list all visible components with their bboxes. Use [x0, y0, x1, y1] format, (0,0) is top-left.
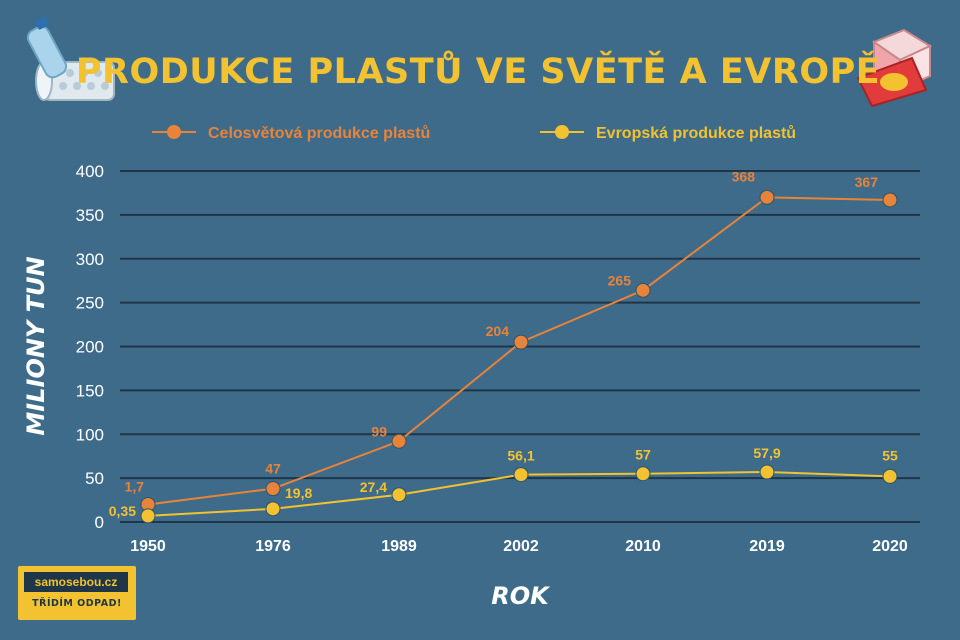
- data-label: 19,8: [285, 485, 312, 501]
- data-label: 57,9: [753, 445, 780, 461]
- data-label: 57: [635, 447, 651, 463]
- x-ticks: 1950 1976 1989 2002 2010 2019 2020: [130, 538, 908, 555]
- data-label: 55: [882, 447, 898, 463]
- samosebou-logo[interactable]: samosebou.cz TŘÍDÍM ODPAD!: [18, 566, 136, 620]
- x-tick-label: 1976: [255, 538, 291, 555]
- y-tick-label: 350: [76, 206, 104, 225]
- legend: Celosvětová produkce plastů Evropská pro…: [152, 125, 796, 142]
- data-point: [759, 189, 775, 205]
- legend-label-europe: Evropská produkce plastů: [596, 125, 796, 142]
- y-tick-label: 150: [76, 381, 104, 400]
- legend-marker-europe: [555, 125, 569, 139]
- data-label: 265: [608, 272, 632, 288]
- data-point: [265, 501, 281, 517]
- x-tick-label: 2010: [625, 538, 661, 555]
- data-label: 99: [371, 423, 387, 439]
- data-point: [882, 192, 898, 208]
- data-point: [759, 464, 775, 480]
- x-axis-label: ROK: [491, 582, 551, 610]
- y-tick-label: 250: [76, 294, 104, 313]
- y-tick-label: 50: [85, 469, 104, 488]
- data-point: [635, 466, 651, 482]
- data-label: 0,35: [109, 503, 136, 519]
- data-point: [882, 468, 898, 484]
- series-europe: 0,35 19,8 27,4 56,1 57 57,9 55: [109, 445, 898, 524]
- plastic-packaging-icon: [856, 28, 933, 108]
- plastic-bottle-bubble-wrap-icon: [26, 16, 115, 101]
- series: 1,7 47 99 204 265 368 367 0,35 19,8 27,4 56,1 57 57,…: [109, 168, 898, 524]
- y-tick-label: 400: [76, 162, 104, 181]
- data-point: [140, 508, 156, 524]
- series-global: 1,7 47 99 204 265 368 367: [125, 168, 898, 512]
- data-label: 1,7: [125, 478, 145, 494]
- data-point: [513, 334, 529, 350]
- data-point: [635, 282, 651, 298]
- data-label: 56,1: [507, 448, 534, 464]
- data-label: 47: [265, 461, 281, 477]
- chart-title: PRODUKCE PLASTŮ VE SVĚTĚ A EVROPĚ: [76, 50, 880, 92]
- legend-marker-global: [167, 125, 181, 139]
- data-label: 204: [486, 323, 510, 339]
- legend-label-global: Celosvětová produkce plastů: [208, 125, 430, 142]
- data-label: 368: [732, 168, 756, 184]
- data-label: 367: [855, 174, 879, 190]
- y-axis-label: MILIONY TUN: [22, 256, 50, 435]
- data-point: [391, 433, 407, 449]
- x-tick-label: 2020: [872, 538, 908, 555]
- y-tick-label: 0: [95, 513, 104, 532]
- data-point: [391, 487, 407, 503]
- data-label: 27,4: [360, 479, 387, 495]
- data-point: [513, 467, 529, 483]
- y-tick-label: 300: [76, 250, 104, 269]
- x-tick-label: 2002: [503, 538, 539, 555]
- logo-site-name: samosebou.cz: [24, 572, 128, 592]
- y-ticks: 0 50 100 150 200 250 300 350 400: [76, 162, 104, 532]
- y-tick-label: 200: [76, 338, 104, 357]
- logo-slogan: TŘÍDÍM ODPAD!: [32, 598, 122, 609]
- data-point: [265, 481, 281, 497]
- x-tick-label: 1989: [381, 538, 417, 555]
- y-tick-label: 100: [76, 425, 104, 444]
- x-tick-label: 1950: [130, 538, 166, 555]
- x-tick-label: 2019: [749, 538, 785, 555]
